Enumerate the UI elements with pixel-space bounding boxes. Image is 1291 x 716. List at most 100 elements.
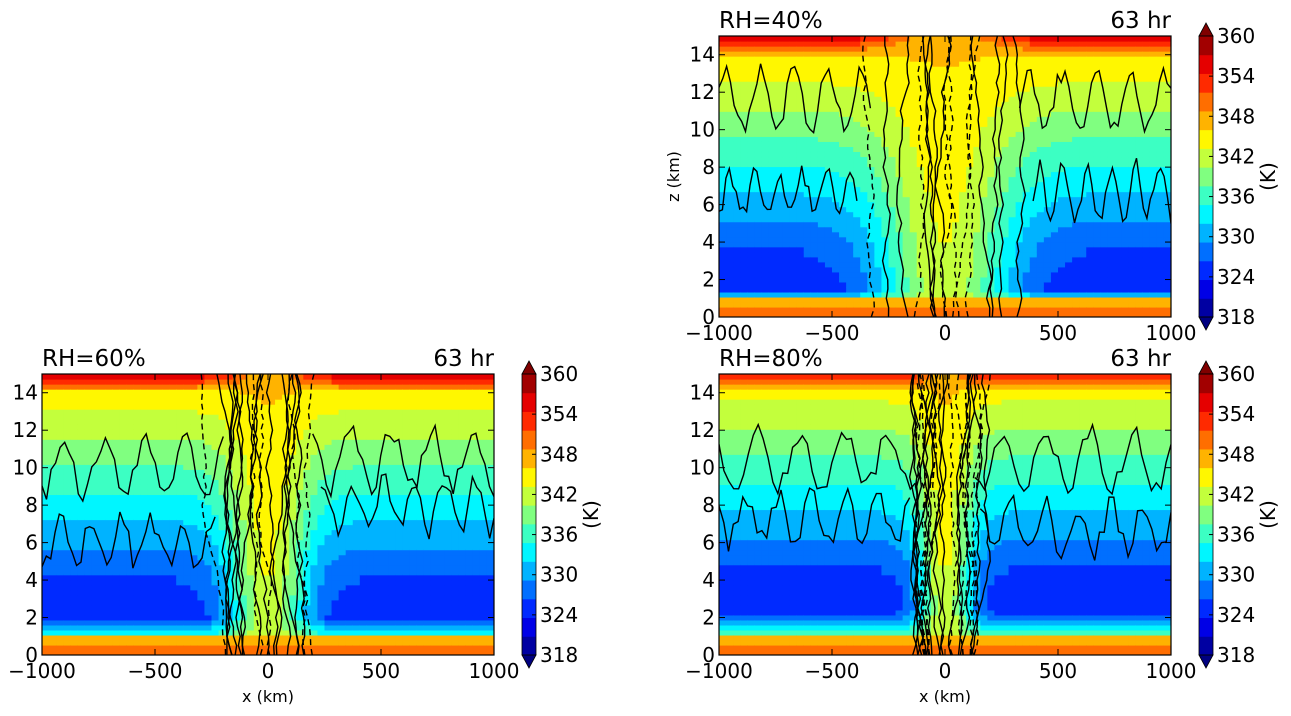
field-cell — [860, 166, 868, 173]
field-cell — [1022, 211, 1031, 218]
field-cell — [91, 514, 100, 521]
field-cell — [1149, 241, 1158, 248]
field-cell — [747, 116, 755, 122]
field-cell — [176, 589, 184, 596]
field-cell — [1121, 131, 1130, 137]
field-cell — [895, 266, 904, 273]
field-cell — [162, 374, 170, 380]
field-cell — [789, 261, 798, 268]
field-cell — [84, 459, 93, 465]
field-cell — [162, 559, 170, 566]
field-cell — [1043, 136, 1052, 142]
field-cell — [1058, 51, 1066, 57]
field-cell — [105, 554, 114, 561]
field-cell — [1163, 66, 1171, 72]
field-cell — [56, 479, 64, 485]
field-cell — [796, 271, 805, 278]
field-cell — [860, 146, 868, 153]
field-cell — [84, 569, 93, 576]
field-cell — [1036, 151, 1045, 158]
field-cell — [1100, 111, 1109, 117]
field-cell — [1079, 306, 1087, 313]
field-cell — [183, 519, 191, 526]
field-cell — [895, 211, 904, 218]
field-cell — [768, 126, 777, 132]
field-cell — [860, 136, 868, 142]
field-cell — [747, 291, 755, 298]
field-cell — [782, 301, 791, 308]
field-cell — [1015, 186, 1024, 193]
field-cell — [84, 564, 93, 571]
field-cell — [846, 66, 854, 72]
field-cell — [952, 206, 960, 213]
field-cell — [1128, 131, 1137, 137]
field-cell — [1029, 181, 1038, 188]
field-cell — [42, 569, 50, 576]
field-cell — [1128, 36, 1137, 42]
field-cell — [1008, 241, 1017, 248]
field-cell — [1008, 306, 1017, 313]
field-cell — [881, 66, 890, 72]
field-cell — [726, 216, 734, 223]
field-cell — [190, 494, 198, 501]
field-cell — [70, 524, 78, 531]
field-cell — [197, 539, 206, 546]
field-cell — [832, 76, 840, 82]
field-cell — [1121, 296, 1130, 303]
field-cell — [155, 549, 163, 556]
field-cell — [126, 624, 135, 631]
field-cell — [719, 71, 727, 77]
field-cell — [1135, 66, 1144, 72]
field-cell — [1072, 226, 1080, 233]
field-cell — [775, 131, 784, 137]
field-cell — [867, 306, 875, 313]
field-cell — [1065, 141, 1073, 147]
field-cell — [1149, 181, 1158, 188]
colorbar-label: (K) — [1256, 162, 1280, 191]
field-cell — [733, 246, 741, 253]
field-cell — [1149, 36, 1158, 42]
field-cell — [70, 649, 78, 655]
field-cell — [133, 524, 142, 531]
field-cell — [119, 589, 128, 596]
field-cell — [1072, 36, 1080, 42]
field-cell — [1135, 231, 1144, 238]
field-cell — [1128, 56, 1137, 62]
field-cell — [1079, 121, 1087, 127]
field-cell — [119, 459, 128, 465]
field-cell — [63, 414, 71, 420]
field-cell — [1058, 206, 1066, 213]
field-cell — [84, 554, 93, 561]
field-cell — [768, 156, 777, 163]
field-cell — [719, 251, 727, 258]
field-cell — [1036, 246, 1045, 253]
field-cell — [719, 61, 727, 67]
field-cell — [719, 91, 727, 97]
field-cell — [888, 191, 897, 198]
field-cell — [810, 181, 819, 188]
field-cell — [155, 529, 163, 536]
field-cell — [1050, 71, 1059, 77]
y-tick-label: 14 — [690, 43, 715, 67]
field-cell — [1058, 181, 1066, 188]
field-cell — [987, 211, 996, 218]
field-cell — [1022, 196, 1031, 203]
field-cell — [1050, 76, 1059, 82]
field-cell — [923, 241, 932, 248]
field-cell — [70, 564, 78, 571]
field-cell — [1107, 266, 1116, 273]
field-cell — [1050, 156, 1059, 163]
field-cell — [959, 136, 967, 142]
field-cell — [923, 201, 932, 208]
field-cell — [169, 644, 177, 651]
field-cell — [909, 181, 918, 188]
field-cell — [789, 311, 798, 317]
field-cell — [1149, 116, 1158, 122]
field-cell — [1001, 201, 1010, 208]
field-cell — [747, 281, 755, 288]
field-cell — [888, 301, 897, 308]
field-cell — [959, 266, 967, 273]
field-cell — [77, 519, 85, 526]
field-cell — [169, 384, 177, 390]
field-cell — [916, 311, 925, 317]
